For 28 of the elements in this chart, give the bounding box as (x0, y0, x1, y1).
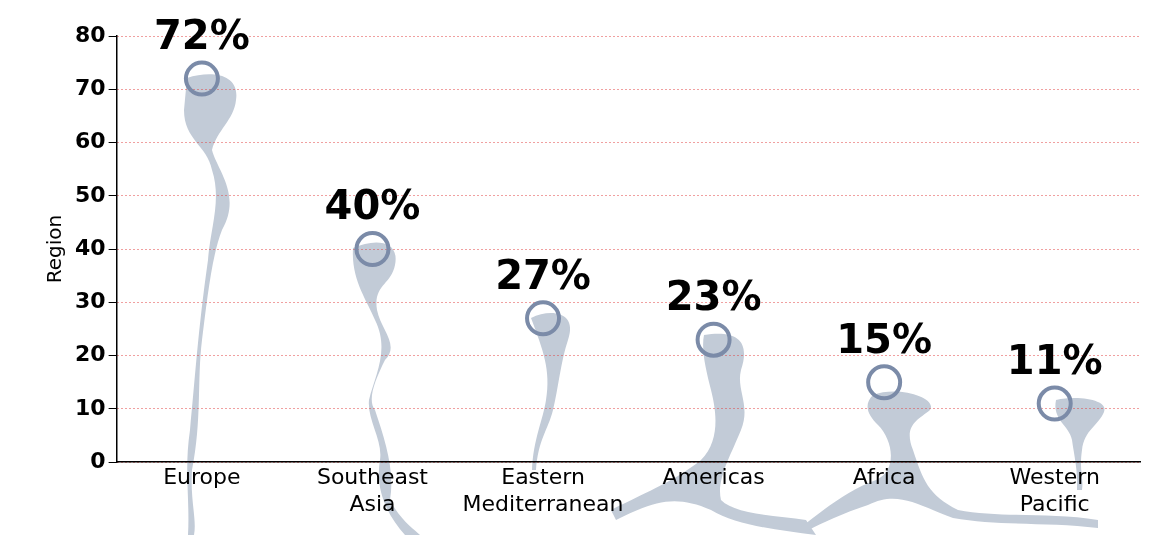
y-tick-label: 0 (90, 447, 106, 473)
y-tick-label: 80 (74, 21, 106, 47)
y-tick-label: 30 (74, 288, 106, 314)
y-tick-label: 40 (74, 234, 106, 260)
point (1036, 385, 1073, 422)
y-tick-label: 20 (74, 341, 106, 367)
data-label: 40% (324, 182, 421, 229)
point (183, 60, 220, 97)
x-tick-label: Eastern Mediterranean (462, 464, 624, 516)
point (354, 231, 391, 268)
point (866, 364, 903, 401)
y-axis-title: Region (42, 214, 67, 284)
y-tick-label: 60 (74, 128, 106, 154)
x-tick-label: Europe (163, 464, 241, 490)
data-label: 23% (665, 273, 762, 320)
y-tick-label: 70 (74, 74, 106, 100)
y-tick-label: 10 (74, 394, 106, 420)
point (525, 300, 562, 337)
data-label: 11% (1006, 336, 1103, 383)
data-label: 15% (836, 315, 933, 362)
x-tick-label: Americas (662, 464, 765, 490)
y-tick-label: 50 (74, 181, 106, 207)
x-tick-label: Southeast Asia (316, 464, 429, 516)
data-label: 72% (154, 12, 250, 59)
data-label: 27% (495, 251, 591, 298)
point (695, 321, 732, 358)
x-tick-label: Africa (852, 464, 916, 490)
x-tick-label: Western Pacific (1009, 464, 1100, 516)
